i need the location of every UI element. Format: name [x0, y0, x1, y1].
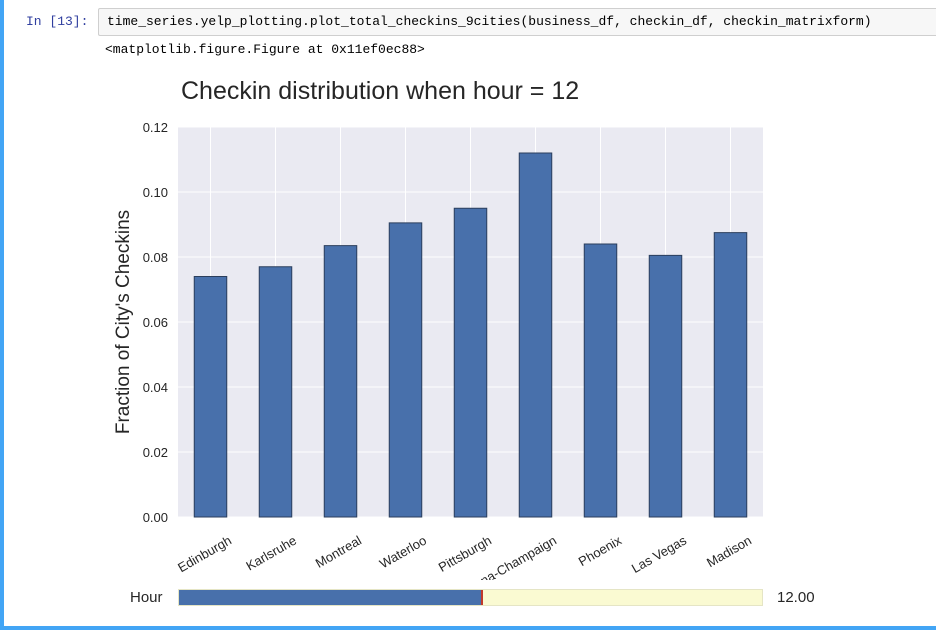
bar-montreal	[323, 245, 358, 518]
output-text: <matplotlib.figure.Figure at 0x11ef0ec88…	[105, 42, 425, 57]
hour-slider[interactable]	[178, 589, 763, 606]
x-tick-label: Edinburgh	[175, 533, 234, 576]
hour-slider-value: 12.00	[777, 589, 815, 606]
y-axis-label: Fraction of City's Checkins	[113, 210, 134, 434]
hour-slider-fill[interactable]	[179, 590, 484, 605]
bar-edinburgh	[193, 276, 228, 518]
y-tick-label: 0.02	[143, 445, 168, 460]
code-input-area[interactable]: time_series.yelp_plotting.plot_total_che…	[98, 8, 936, 36]
bar-las-vegas	[648, 254, 683, 518]
y-tick-label: 0.00	[143, 510, 168, 525]
y-tick-label: 0.06	[143, 315, 168, 330]
x-tick-label: Waterloo	[377, 533, 429, 572]
x-tick-label: Pittsburgh	[436, 533, 494, 575]
cell-selection-bar	[0, 626, 936, 630]
y-tick-label: 0.04	[143, 380, 168, 395]
x-tick-label: Phoenix	[576, 532, 625, 569]
bar-waterloo	[388, 222, 423, 518]
x-tick-label: Las Vegas	[629, 532, 690, 576]
x-tick-label: Madison	[704, 533, 754, 571]
input-prompt: In [13]:	[26, 14, 89, 29]
chart-title: Checkin distribution when hour = 12	[181, 77, 579, 105]
x-tick-label: Montreal	[313, 533, 364, 571]
bar-karlsruhe	[258, 266, 293, 518]
y-tick-label: 0.10	[143, 185, 168, 200]
y-tick-label: 0.08	[143, 250, 168, 265]
bar-phoenix	[583, 243, 618, 518]
code-text[interactable]: time_series.yelp_plotting.plot_total_che…	[107, 14, 872, 29]
hour-slider-label: Hour	[130, 589, 163, 606]
y-tick-label: 0.12	[143, 120, 168, 135]
bar-chart: 0.00 0.02 0.04 0.06 0.08 0.10 0.12 Edinburgh Ka…	[113, 77, 763, 580]
bar-madison	[713, 232, 748, 518]
bar-pittsburgh	[453, 207, 488, 518]
x-tick-label: Karlsruhe	[243, 533, 299, 574]
bar-urbana-champaign	[518, 152, 553, 518]
